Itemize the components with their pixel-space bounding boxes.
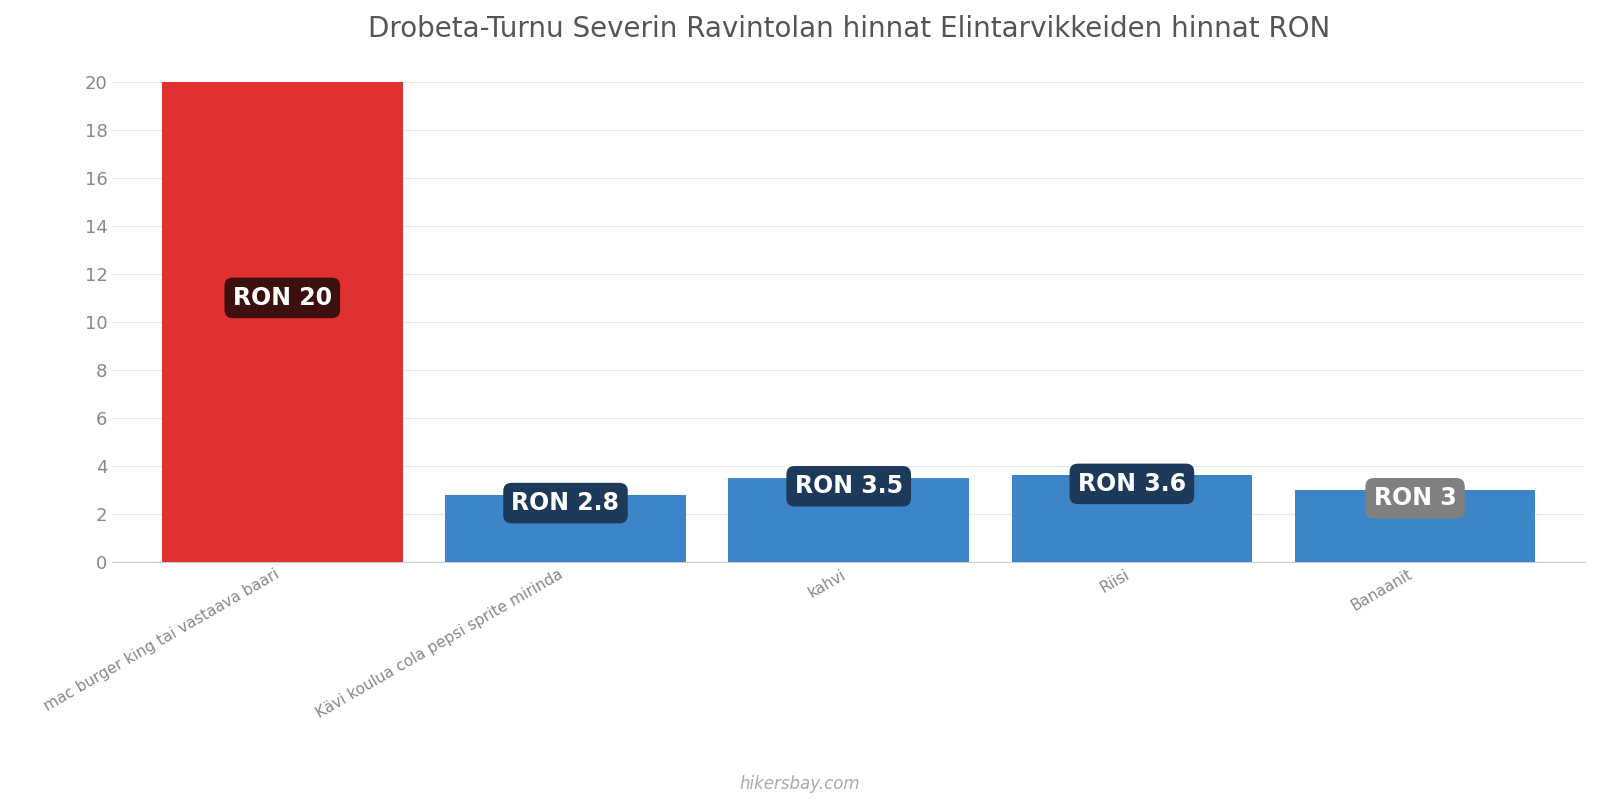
Text: RON 2.8: RON 2.8 (512, 491, 619, 515)
Title: Drobeta-Turnu Severin Ravintolan hinnat Elintarvikkeiden hinnat RON: Drobeta-Turnu Severin Ravintolan hinnat … (368, 15, 1330, 43)
Bar (1011, 475, 1253, 562)
Bar (1294, 490, 1536, 562)
Text: RON 3: RON 3 (1374, 486, 1456, 510)
Bar (445, 494, 686, 562)
Text: hikersbay.com: hikersbay.com (739, 775, 861, 793)
Bar (728, 478, 970, 562)
Text: RON 3.5: RON 3.5 (795, 474, 902, 498)
Text: RON 3.6: RON 3.6 (1078, 472, 1186, 496)
Bar (162, 82, 403, 562)
Text: RON 20: RON 20 (232, 286, 331, 310)
